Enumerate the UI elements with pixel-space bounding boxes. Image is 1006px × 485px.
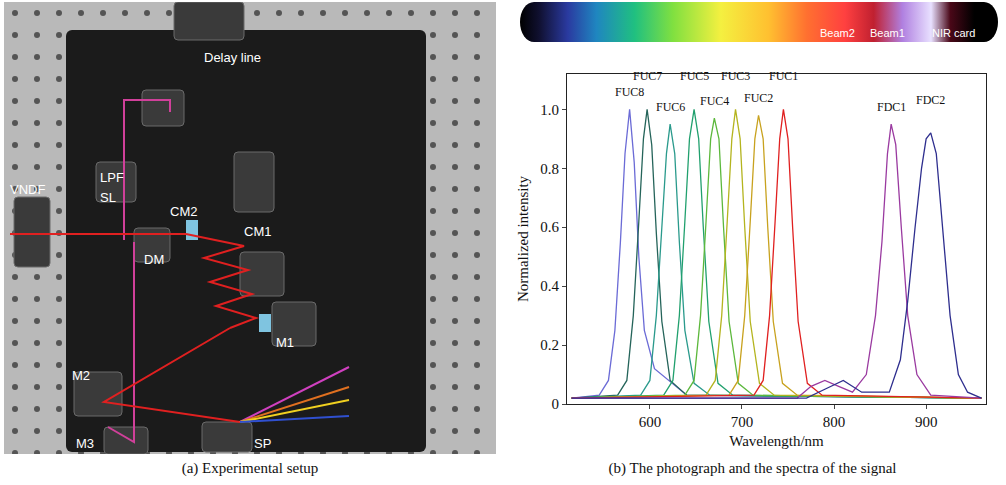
svg-text:VNDF: VNDF [10,182,45,197]
svg-text:FDC1: FDC1 [877,100,906,114]
svg-text:600: 600 [639,414,662,430]
svg-text:CM1: CM1 [244,224,271,239]
svg-text:DM: DM [144,252,164,267]
svg-text:Normalized intensity: Normalized intensity [515,175,531,302]
svg-text:0: 0 [552,396,560,412]
svg-text:SP: SP [254,436,271,451]
html-text:NIR card: NIR card [932,27,976,39]
svg-text:M3: M3 [76,436,94,451]
svg-text:700: 700 [731,414,754,430]
svg-text:FUC8: FUC8 [615,85,644,99]
svg-text:800: 800 [823,414,846,430]
svg-text:CM2: CM2 [170,204,197,219]
svg-text:FUC5: FUC5 [680,69,709,83]
svg-text:Delay line: Delay line [204,50,261,65]
svg-text:FUC2: FUC2 [744,91,773,105]
svg-text:M2: M2 [72,368,90,383]
svg-text:SL: SL [100,190,116,205]
svg-text:M1: M1 [276,335,294,350]
svg-text:1.0: 1.0 [540,102,559,118]
svg-text:0.6: 0.6 [540,219,559,235]
svg-text:0.2: 0.2 [540,337,559,353]
svg-text:LPF: LPF [100,170,124,185]
html-text:Beam1: Beam1 [870,27,905,39]
svg-text:FUC1: FUC1 [769,69,798,83]
svg-text:0.8: 0.8 [540,161,559,177]
html-text:(a) Experimental setup: (a) Experimental setup [181,460,319,476]
svg-text:FUC4: FUC4 [700,94,729,108]
svg-text:FUC6: FUC6 [656,100,685,114]
html-text:(b) The photograph and the spe: (b) The photograph and the spectra of th… [608,460,897,476]
svg-text:0.4: 0.4 [540,278,559,294]
svg-text:FUC7: FUC7 [633,69,662,83]
svg-text:FUC3: FUC3 [721,69,750,83]
svg-text:900: 900 [915,414,938,430]
html-text:Beam2: Beam2 [820,27,855,39]
svg-text:FDC2: FDC2 [916,93,945,107]
svg-text:Wavelength/nm: Wavelength/nm [729,433,824,449]
